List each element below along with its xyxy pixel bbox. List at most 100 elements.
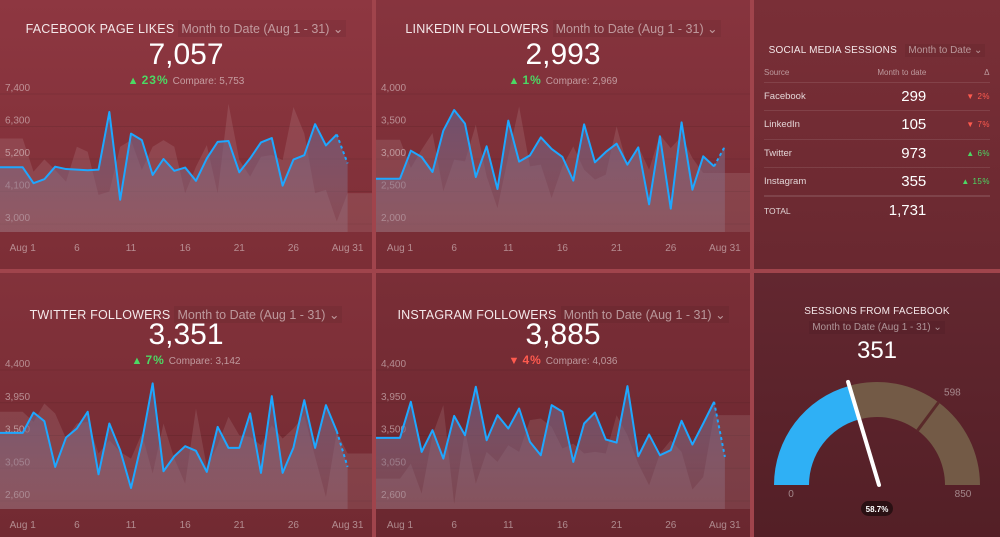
x-tick-label: Aug 31 [709,520,741,531]
x-tick-label: 16 [180,520,192,531]
current-period-area [376,386,725,509]
y-tick-label: 3,500 [381,116,406,127]
widget-title: TWITTER FOLLOWERS [29,307,171,322]
triangle-up-icon: ▲ [508,75,520,87]
source-name: Facebook [764,82,835,111]
x-tick-label: Aug 1 [10,520,37,531]
triangle-down-icon: ▼ [508,355,520,367]
y-tick-label: 3,500 [5,425,30,436]
triangle-down-icon: ▼ [966,91,975,101]
current-series-line [376,385,715,463]
period-dropdown[interactable]: Month to Date (Aug 1 - 31) ⌄ [174,306,343,324]
x-tick-label: 11 [126,243,137,254]
x-tick-label: Aug 1 [10,243,37,254]
table-row: Twitter 973 ▲ 6% [764,139,990,168]
delta-value: ▲ 15% [942,167,990,197]
triangle-up-icon: ▲ [131,355,143,367]
change-indicator: ▼ 4% Compare: 4,036 [376,353,750,367]
percent-badge [861,501,893,516]
period-dropdown[interactable]: Month to Date (Aug 1 - 31) ⌄ [809,321,945,335]
period-dropdown[interactable]: Month to Date ⌄ [905,44,986,58]
total-label: TOTAL [764,195,835,225]
col-source: Source [764,64,835,83]
y-tick-label: 6,300 [5,116,30,127]
change-percent: 7% [145,353,165,367]
x-tick-label: Aug 31 [332,520,364,531]
chevron-down-icon: ⌄ [707,22,718,37]
chevron-down-icon: ⌄ [715,308,726,323]
x-tick-label: Aug 1 [387,243,414,254]
source-name: Instagram [764,167,835,197]
table-row: LinkedIn 105 ▼ 7% [764,110,990,140]
min-label: 0 [788,489,794,500]
sessions-value: 973 [834,139,943,168]
col-delta: Δ [942,64,990,83]
max-label: 850 [955,489,972,500]
sessions-value: 105 [834,110,943,140]
source-name: Twitter [764,139,835,168]
table-row: Facebook 299 ▼ 2% [764,82,990,111]
x-tick-label: 11 [503,243,514,254]
period-dropdown[interactable]: Month to Date (Aug 1 - 31) ⌄ [560,306,729,324]
period-label: Month to Date (Aug 1 - 31) [177,308,326,323]
chevron-down-icon: ⌄ [973,45,983,57]
x-tick-label: 21 [611,520,623,531]
widget-title: LINKEDIN FOLLOWERS [405,21,549,36]
x-tick-label: Aug 31 [709,243,741,254]
current-series-line [0,111,338,201]
change-percent: 1% [522,73,542,87]
source-name: LinkedIn [764,110,835,140]
projected-segment [335,134,349,164]
current-series-line [376,108,715,210]
change-indicator: ▲ 1% Compare: 2,969 [376,73,750,87]
current-series-line [0,382,338,489]
y-tick-label: 3,950 [381,392,406,403]
change-percent: 4% [522,353,542,367]
gauge-remaining-arc [849,382,980,485]
period-dropdown[interactable]: Month to Date (Aug 1 - 31) ⌄ [178,20,347,38]
y-tick-label: 3,000 [381,148,406,159]
triangle-up-icon: ▲ [127,75,139,87]
gauge-value-arc [774,385,859,485]
x-tick-label: 26 [665,520,677,531]
compare-value: Compare: 4,036 [545,356,618,367]
change-percent: 23% [141,73,169,87]
x-tick-label: 11 [503,520,514,531]
social-media-sessions-widget: SOCIAL MEDIA SESSIONS Month to Date ⌄ So… [754,0,1000,269]
gauge-needle [846,379,881,487]
total-value: 1,731 [834,195,943,225]
sessions-table: Source Month to date Δ Facebook 299 ▼ 2% Link… [764,64,990,225]
chevron-down-icon: ⌄ [328,308,340,323]
change-indicator: ▲ 7% Compare: 3,142 [0,353,372,367]
x-tick-label: 6 [451,520,457,531]
x-tick-label: 26 [665,243,677,254]
x-tick-label: 26 [288,520,300,531]
x-tick-label: Aug 1 [387,520,414,531]
y-tick-label: 4,400 [5,359,30,370]
metric-value: 3,351 [148,318,224,351]
y-tick-label: 7,400 [5,83,30,94]
metric-value: 7,057 [148,38,224,71]
x-tick-label: 16 [557,243,569,254]
compare-value: Compare: 5,753 [172,76,245,87]
widget-title: SOCIAL MEDIA SESSIONS [768,45,897,57]
y-tick-label: 4,400 [381,359,406,370]
y-tick-label: 4,000 [381,83,406,94]
period-label: Month to Date (Aug 1 - 31) [563,308,712,323]
target-marker [916,401,940,432]
current-period-area [0,112,348,232]
triangle-down-icon: ▼ [966,120,975,130]
target-label: 598 [944,388,961,399]
period-dropdown[interactable]: Month to Date (Aug 1 - 31) ⌄ [552,20,721,38]
x-tick-label: 21 [611,243,623,254]
delta-value: ▲ 6% [942,139,990,168]
metric-value: 3,885 [525,318,601,351]
current-period-area [376,109,725,232]
compare-value: Compare: 3,142 [168,356,241,367]
compare-value: Compare: 2,969 [545,76,618,87]
x-tick-label: 21 [234,243,246,254]
